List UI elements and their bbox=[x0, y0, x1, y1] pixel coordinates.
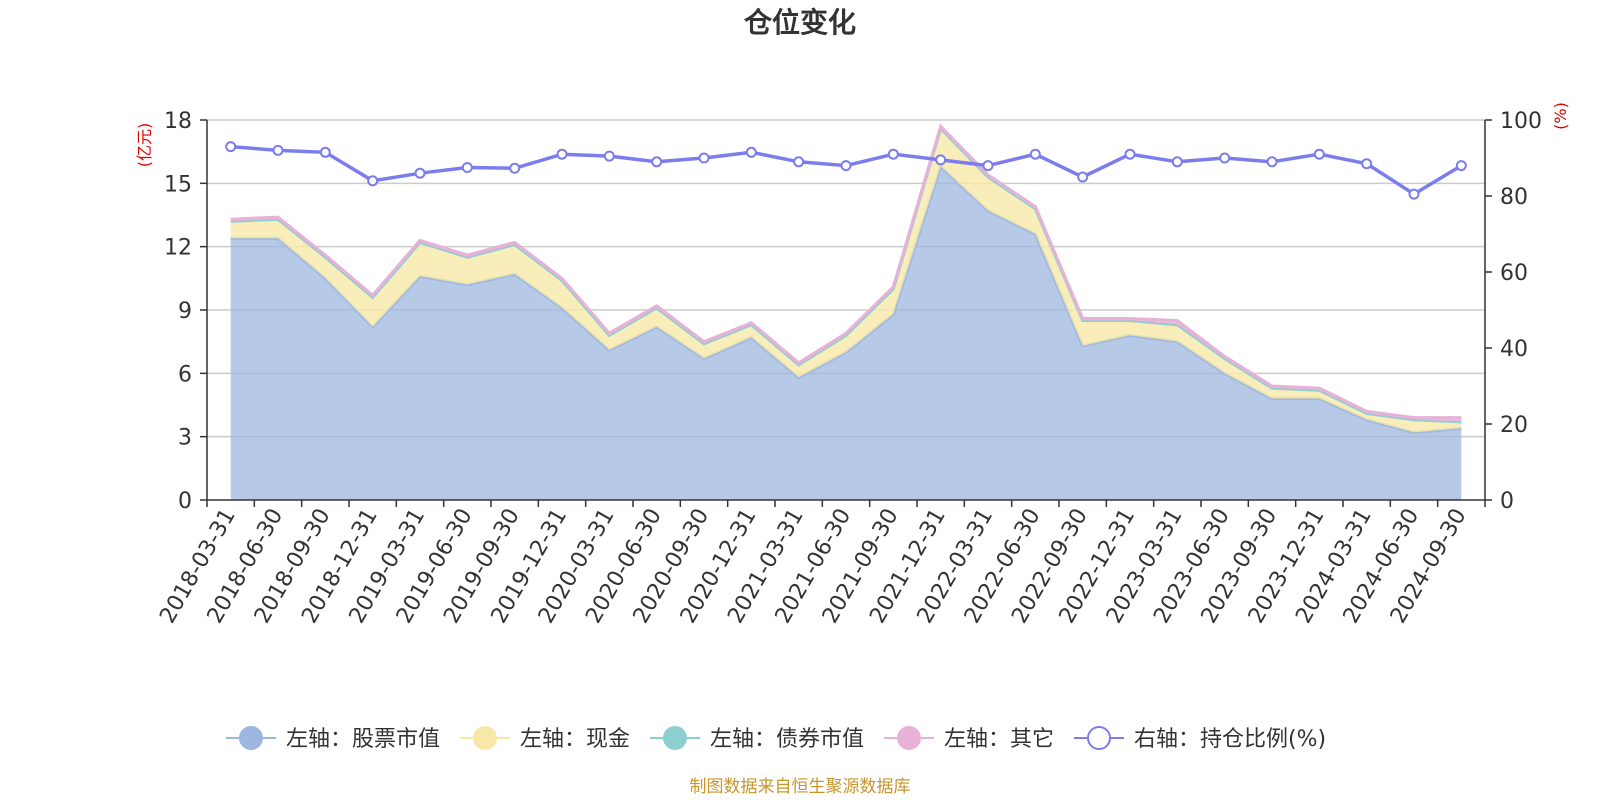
right-tick-label: 20 bbox=[1500, 413, 1528, 438]
ratio-point bbox=[414, 167, 426, 179]
ratio-point bbox=[556, 148, 568, 160]
left-tick-label: 6 bbox=[178, 362, 192, 387]
legend-item: 左轴：股票市值 bbox=[226, 726, 440, 752]
left-axis-unit: (亿元) bbox=[135, 123, 154, 168]
right-tick-label: 40 bbox=[1500, 337, 1528, 362]
ratio-point bbox=[1171, 156, 1183, 168]
legend-label: 左轴：债券市值 bbox=[710, 727, 864, 752]
ratio-point bbox=[509, 162, 521, 174]
ratio-point bbox=[1313, 148, 1325, 160]
legend-label: 左轴：现金 bbox=[520, 727, 630, 752]
ratio-point bbox=[651, 156, 663, 168]
left-tick-label: 18 bbox=[164, 109, 192, 134]
right-axis-unit: (%) bbox=[1551, 102, 1570, 130]
legend: 左轴：股票市值 左轴：现金 左轴：债券市值 左轴：其它 右轴：持仓比例(%) bbox=[226, 726, 1326, 752]
ratio-point bbox=[698, 152, 710, 164]
ratio-point bbox=[1361, 158, 1373, 170]
ratio-point bbox=[225, 141, 237, 153]
left-tick-label: 9 bbox=[178, 299, 192, 324]
ratio-point bbox=[319, 146, 331, 158]
ratio-point bbox=[840, 160, 852, 172]
ratio-point bbox=[367, 175, 379, 187]
ratio-point bbox=[603, 150, 615, 162]
legend-label: 右轴：持仓比例(%) bbox=[1134, 727, 1326, 752]
legend-item: 右轴：持仓比例(%) bbox=[1074, 726, 1326, 752]
legend-swatch-marker bbox=[239, 726, 263, 750]
legend-item: 左轴：现金 bbox=[460, 726, 630, 752]
left-tick-label: 15 bbox=[164, 172, 192, 197]
ratio-point bbox=[745, 146, 757, 158]
legend-swatch-marker bbox=[897, 726, 921, 750]
legend-swatch-marker bbox=[473, 726, 497, 750]
area-line-4 bbox=[230, 123, 1462, 420]
ratio-point bbox=[982, 160, 994, 172]
area-2 bbox=[230, 128, 1462, 433]
ratio-point bbox=[272, 144, 284, 156]
ratio-point bbox=[1219, 152, 1231, 164]
ratio-point bbox=[1029, 148, 1041, 160]
legend-item: 左轴：债券市值 bbox=[650, 726, 864, 752]
area-1 bbox=[230, 166, 1462, 500]
source-note: 制图数据来自恒生聚源数据库 bbox=[690, 777, 911, 797]
legend-label: 左轴：股票市值 bbox=[286, 727, 440, 752]
right-tick-label: 100 bbox=[1500, 109, 1542, 134]
ratio-point bbox=[1077, 171, 1089, 183]
left-tick-label: 0 bbox=[178, 489, 192, 514]
left-tick-label: 3 bbox=[178, 426, 192, 451]
ratio-point bbox=[935, 154, 947, 166]
ratio-point bbox=[461, 162, 473, 173]
ratio-point bbox=[887, 148, 899, 160]
left-tick-label: 12 bbox=[164, 236, 192, 261]
ratio-point bbox=[1124, 148, 1136, 160]
ratio-point bbox=[793, 156, 805, 168]
area-series bbox=[230, 123, 1462, 500]
legend-swatch-marker bbox=[1087, 726, 1111, 750]
legend-item: 左轴：其它 bbox=[884, 726, 1054, 752]
ratio-point bbox=[1408, 188, 1420, 200]
chart-title: 仓位变化 bbox=[744, 6, 856, 39]
ratio-point bbox=[1455, 160, 1467, 172]
ratio-point bbox=[1266, 156, 1278, 168]
ratio-series bbox=[225, 141, 1467, 200]
legend-swatch-marker bbox=[663, 726, 687, 750]
right-tick-label: 80 bbox=[1500, 185, 1528, 210]
right-tick-label: 0 bbox=[1500, 489, 1514, 514]
right-tick-label: 60 bbox=[1500, 261, 1528, 286]
legend-label: 左轴：其它 bbox=[944, 727, 1054, 752]
